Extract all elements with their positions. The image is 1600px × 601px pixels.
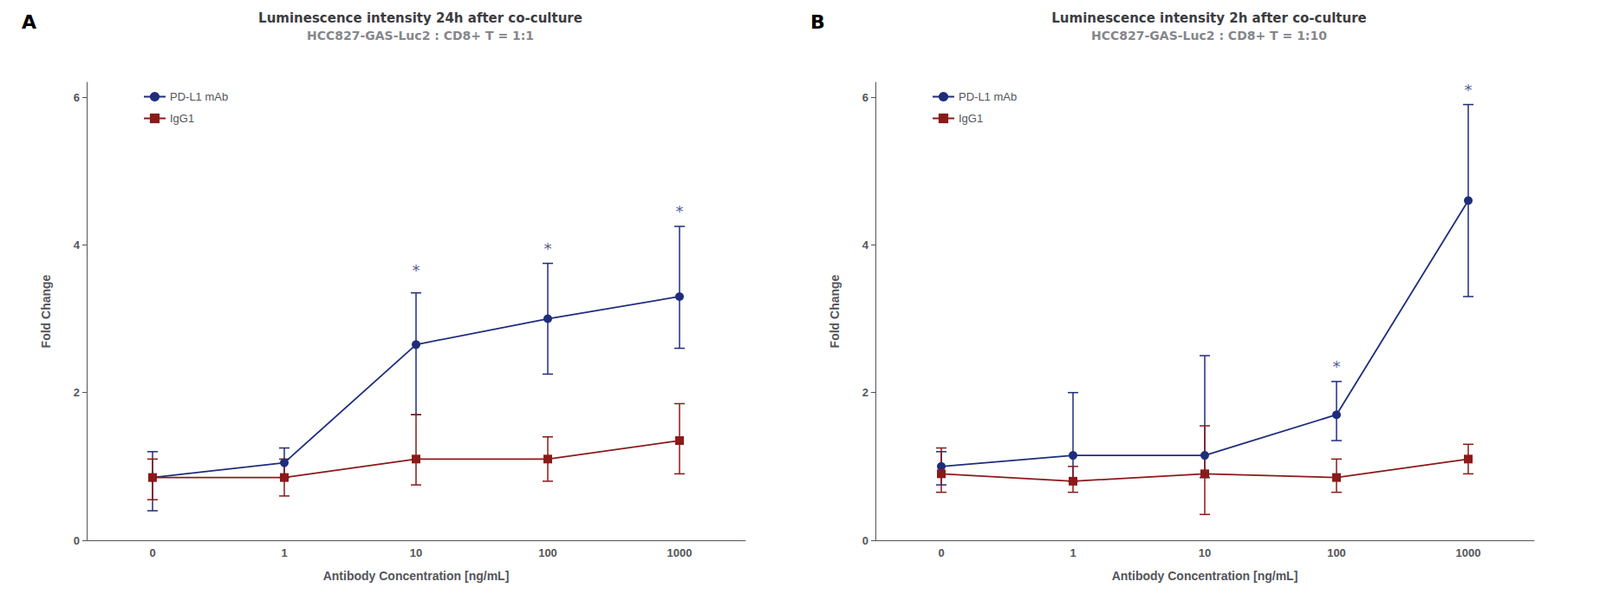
svg-text:2: 2: [73, 385, 80, 399]
svg-text:2: 2: [862, 385, 869, 399]
svg-text:Antibody Concentration [ng/mL]: Antibody Concentration [ng/mL]: [323, 568, 510, 583]
svg-text:*: *: [676, 201, 684, 221]
svg-text:Antibody Concentration [ng/mL]: Antibody Concentration [ng/mL]: [1112, 568, 1299, 583]
svg-text:0: 0: [149, 546, 156, 560]
svg-text:PD-L1 mAb: PD-L1 mAb: [169, 90, 228, 104]
svg-text:1: 1: [280, 546, 287, 560]
svg-text:1000: 1000: [1456, 546, 1482, 560]
svg-text:*: *: [544, 239, 553, 258]
svg-text:PD-L1 mAb: PD-L1 mAb: [958, 90, 1017, 104]
svg-text:10: 10: [409, 546, 423, 560]
svg-text:IgG1: IgG1: [169, 111, 195, 125]
svg-text:*: *: [412, 260, 421, 280]
svg-text:Luminescence intensity 2h afte: Luminescence intensity 2h after co-cultu…: [1051, 10, 1366, 27]
svg-text:IgG1: IgG1: [958, 111, 983, 125]
svg-text:*: *: [1333, 357, 1341, 376]
svg-text:0: 0: [937, 546, 944, 560]
svg-text:0: 0: [862, 533, 869, 547]
svg-text:6: 6: [73, 91, 80, 105]
svg-text:*: *: [1464, 80, 1473, 99]
svg-text:HCC827-GAS-Luc2 : CD8+ T = 1:1: HCC827-GAS-Luc2 : CD8+ T = 1:1: [306, 28, 534, 43]
svg-text:0: 0: [73, 533, 80, 547]
svg-text:Luminescence intensity 24h aft: Luminescence intensity 24h after co-cult…: [258, 10, 583, 27]
svg-text:6: 6: [862, 91, 869, 105]
svg-text:10: 10: [1198, 546, 1211, 560]
svg-text:100: 100: [1326, 546, 1347, 560]
svg-text:Fold Change: Fold Change: [827, 273, 842, 348]
svg-text:100: 100: [538, 546, 558, 560]
svg-text:4: 4: [73, 238, 81, 252]
svg-text:1: 1: [1069, 546, 1076, 560]
svg-text:HCC827-GAS-Luc2 : CD8+ T = 1:1: HCC827-GAS-Luc2 : CD8+ T = 1:10: [1091, 28, 1327, 43]
svg-text:A: A: [21, 11, 37, 33]
svg-text:Fold Change: Fold Change: [39, 273, 53, 348]
svg-text:1000: 1000: [667, 546, 693, 560]
svg-text:B: B: [810, 11, 826, 33]
svg-text:4: 4: [862, 238, 870, 252]
